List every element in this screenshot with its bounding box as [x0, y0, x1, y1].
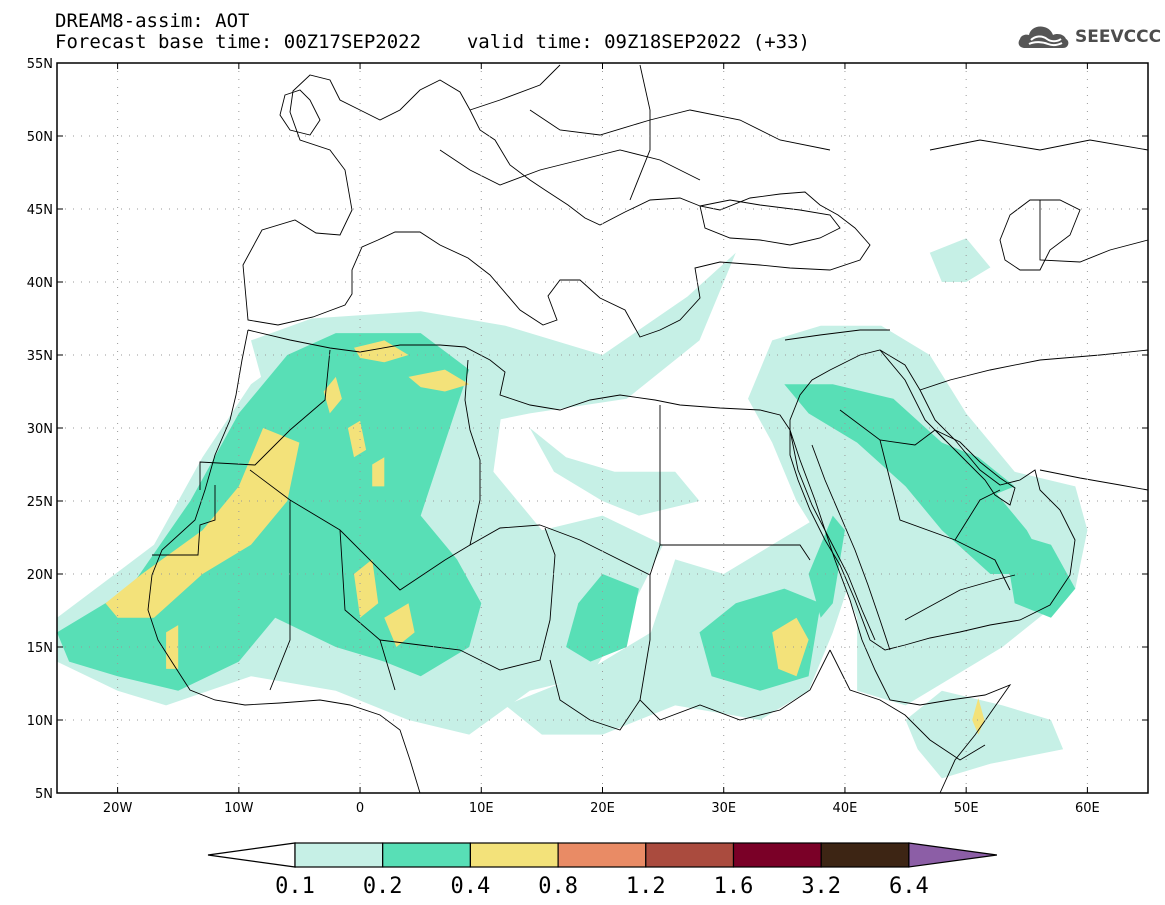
lon-label: 20W	[103, 801, 133, 816]
colorbar-label: 0.8	[538, 874, 578, 899]
lat-label: 30N	[27, 422, 53, 437]
colorbar-swatch	[294, 842, 384, 868]
aot-region-algeria-hot-1	[354, 340, 409, 363]
coastline-persian-gulf	[934, 429, 1016, 506]
aot-field	[57, 238, 1088, 779]
coastline-uk	[279, 89, 321, 136]
border-west-sahara	[152, 485, 216, 556]
lat-label: 35N	[27, 349, 53, 364]
graticule	[57, 62, 1148, 794]
colorbar-swatch	[820, 842, 910, 868]
colorbar-label: 0.2	[363, 874, 403, 899]
lon-label: 60E	[1075, 801, 1100, 816]
aot-region-algeria-hot-2	[408, 369, 470, 392]
border-iraq-iran	[879, 349, 946, 441]
valid-time: valid time: 09Z18SEP2022 (+33)	[466, 31, 810, 53]
lat-label: 40N	[27, 276, 53, 291]
lat-label: 45N	[27, 203, 53, 218]
border-mali-niger	[339, 529, 396, 691]
colorbar-label: 0.4	[451, 874, 491, 899]
border-chad-car	[549, 659, 641, 731]
coastline-red-sea	[789, 429, 891, 651]
colorbar-label: 1.6	[714, 874, 754, 899]
border-sudan	[639, 544, 831, 721]
colorbar-swatch	[557, 842, 647, 868]
colorbar-under-arrow	[207, 842, 296, 868]
lat-label: 55N	[27, 57, 53, 72]
aot-region-sudan-hot	[772, 617, 809, 677]
colorbar-label: 1.2	[626, 874, 666, 899]
coastline-europe	[242, 74, 871, 338]
map-title: DREAM8-assim: AOT	[55, 10, 250, 32]
colorbar-swatch	[469, 842, 559, 868]
forecast-base-time: Forecast base time: 00Z17SEP2022	[55, 31, 422, 53]
seevccc-logo: SEEVCCC	[1017, 24, 1161, 50]
lon-label: 30E	[711, 801, 736, 816]
border-saudi	[839, 409, 1011, 591]
lon-label: 0	[356, 801, 364, 816]
border-morocco-algeria	[199, 349, 331, 490]
border-libya-chad	[539, 524, 661, 576]
border-kazakh	[929, 139, 1149, 263]
border-turkey-syria	[784, 329, 890, 341]
lat-label: 15N	[27, 641, 53, 656]
border-europe-3	[469, 64, 651, 201]
colorbar-label: 0.1	[275, 874, 315, 899]
border-europe-2	[529, 109, 831, 151]
colorbar-label: 6.4	[889, 874, 929, 899]
lat-label: 50N	[27, 130, 53, 145]
aot-region-caspian-patch	[929, 238, 991, 282]
aot-region-chad-core	[566, 574, 639, 662]
coastline-caspian	[999, 199, 1081, 271]
coastline-iran	[919, 349, 1149, 491]
colorbar-swatch	[732, 842, 822, 868]
lon-label: 10W	[224, 801, 254, 816]
aot-region-libya-egypt-patch	[529, 428, 700, 516]
aot-region-algeria-hot-4	[347, 420, 367, 458]
lon-label: 50E	[954, 801, 979, 816]
lon-label: 10E	[469, 801, 494, 816]
coastline-africa	[147, 329, 1012, 794]
aot-region-niger-hot-2	[384, 603, 415, 647]
aot-region-niger-hot-1	[354, 559, 379, 618]
colorbar: 0.1 0.2 0.4 0.8 1.2 1.6 3.2 6.4	[207, 842, 997, 899]
aot-region-oman-core	[1002, 530, 1076, 618]
colorbar-over-arrow	[908, 842, 997, 868]
aot-region-somalia-patch	[905, 690, 1064, 779]
coastline-black-sea	[699, 199, 841, 246]
aot-region-algeria-hot-5	[372, 457, 385, 487]
border-algeria-libya	[464, 359, 481, 546]
coastlines-and-borders	[147, 64, 1149, 794]
border-niger-nigeria	[379, 527, 556, 671]
lat-label: 25N	[27, 495, 53, 510]
colorbar-swatch	[645, 842, 735, 868]
lon-label: 20E	[590, 801, 615, 816]
axis-labels: 5N 10N 15N 20N 25N 30N 35N 40N 45N 50N 55N 20W 10W 0 1…	[27, 57, 1148, 816]
colorbar-swatch	[382, 842, 472, 868]
aot-region-red-sea-core	[808, 515, 845, 618]
aot-region-persian-gulf-core	[941, 442, 1015, 501]
lon-label: 40E	[833, 801, 858, 816]
forecast-time-line: Forecast base time: 00Z17SEP2022 valid t…	[55, 32, 810, 53]
cloud-icon	[1018, 26, 1069, 48]
coastline-arabia	[789, 349, 1076, 651]
border-yemen	[904, 574, 1016, 621]
colorbar-label: 3.2	[801, 874, 841, 899]
lat-label: 10N	[27, 714, 53, 729]
lat-label: 5N	[35, 787, 53, 802]
lat-label: 20N	[27, 568, 53, 583]
border-europe-1	[439, 149, 701, 186]
logo-text: SEEVCCC	[1075, 27, 1162, 47]
aot-region-algeria-hot-3	[323, 376, 342, 414]
aot-region-arabia-core	[784, 384, 1051, 574]
border-ethiopia	[829, 649, 986, 761]
